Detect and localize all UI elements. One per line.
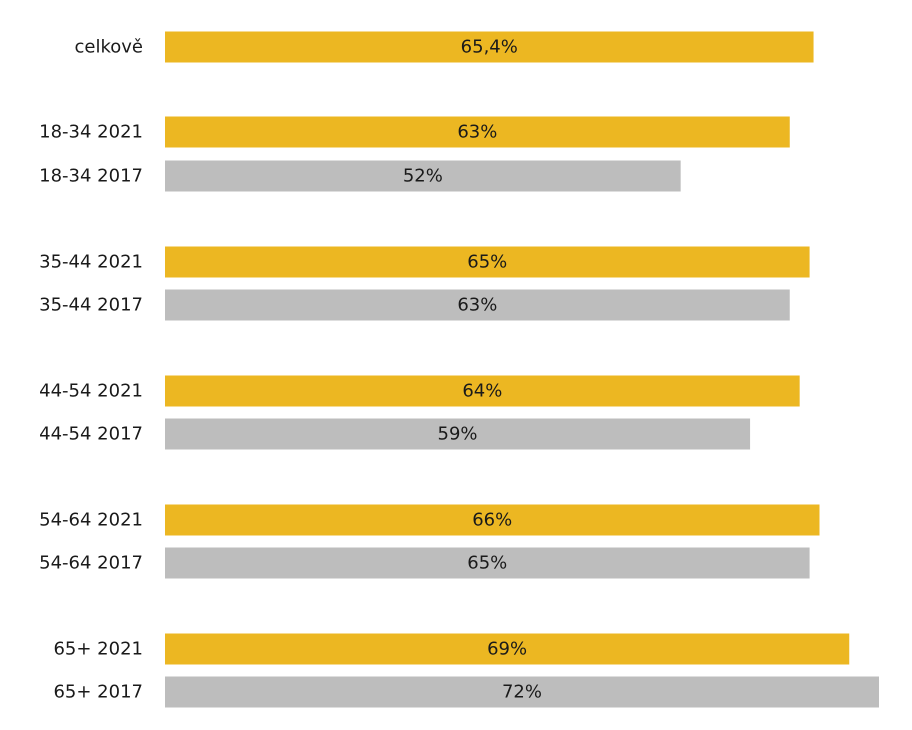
bar (165, 633, 850, 665)
bar (165, 289, 790, 321)
bar-row: 35-44 2021 65% (39, 246, 810, 278)
bar (165, 676, 879, 708)
value-label: 63% (457, 122, 497, 143)
bar-row: 18-34 2021 63% (39, 116, 790, 148)
bar (165, 375, 800, 407)
value-label: 64% (462, 381, 502, 402)
bar (165, 116, 790, 148)
bar-row: 65+ 2017 72% (53, 676, 879, 708)
value-label: 63% (457, 295, 497, 316)
value-label: 59% (438, 424, 478, 445)
category-label: 35-44 2021 (39, 252, 143, 273)
value-label: 65% (467, 252, 507, 273)
category-label: 65+ 2017 (53, 682, 143, 703)
value-label: 72% (502, 682, 542, 703)
value-label: 52% (403, 166, 443, 187)
category-label: 44-54 2017 (39, 424, 143, 445)
bar-row: 44-54 2021 64% (39, 375, 800, 407)
bar (165, 160, 681, 192)
bar-row: 35-44 2017 63% (39, 289, 790, 321)
bar-row: celkově 65,4% (75, 31, 814, 63)
category-label: 18-34 2017 (39, 166, 143, 187)
bar (165, 418, 751, 450)
value-label: 66% (472, 510, 512, 531)
bar-row: 54-64 2021 66% (39, 504, 820, 536)
category-label: 44-54 2021 (39, 381, 143, 402)
category-label: 54-64 2017 (39, 553, 143, 574)
category-label: 65+ 2021 (53, 639, 143, 660)
bar-row: 44-54 2017 59% (39, 418, 751, 450)
value-label: 65,4% (461, 37, 518, 58)
value-label: 65% (467, 553, 507, 574)
bar-row: 54-64 2017 65% (39, 547, 810, 579)
bar (165, 504, 820, 536)
bar-row: 65+ 2021 69% (53, 633, 850, 665)
bar-row: 18-34 2017 52% (39, 160, 681, 192)
bar (165, 31, 814, 63)
category-label: 35-44 2017 (39, 295, 143, 316)
bar (165, 547, 810, 579)
bar (165, 246, 810, 278)
category-label: celkově (75, 37, 144, 58)
category-label: 18-34 2021 (39, 122, 143, 143)
value-label: 69% (487, 639, 527, 660)
category-label: 54-64 2021 (39, 510, 143, 531)
